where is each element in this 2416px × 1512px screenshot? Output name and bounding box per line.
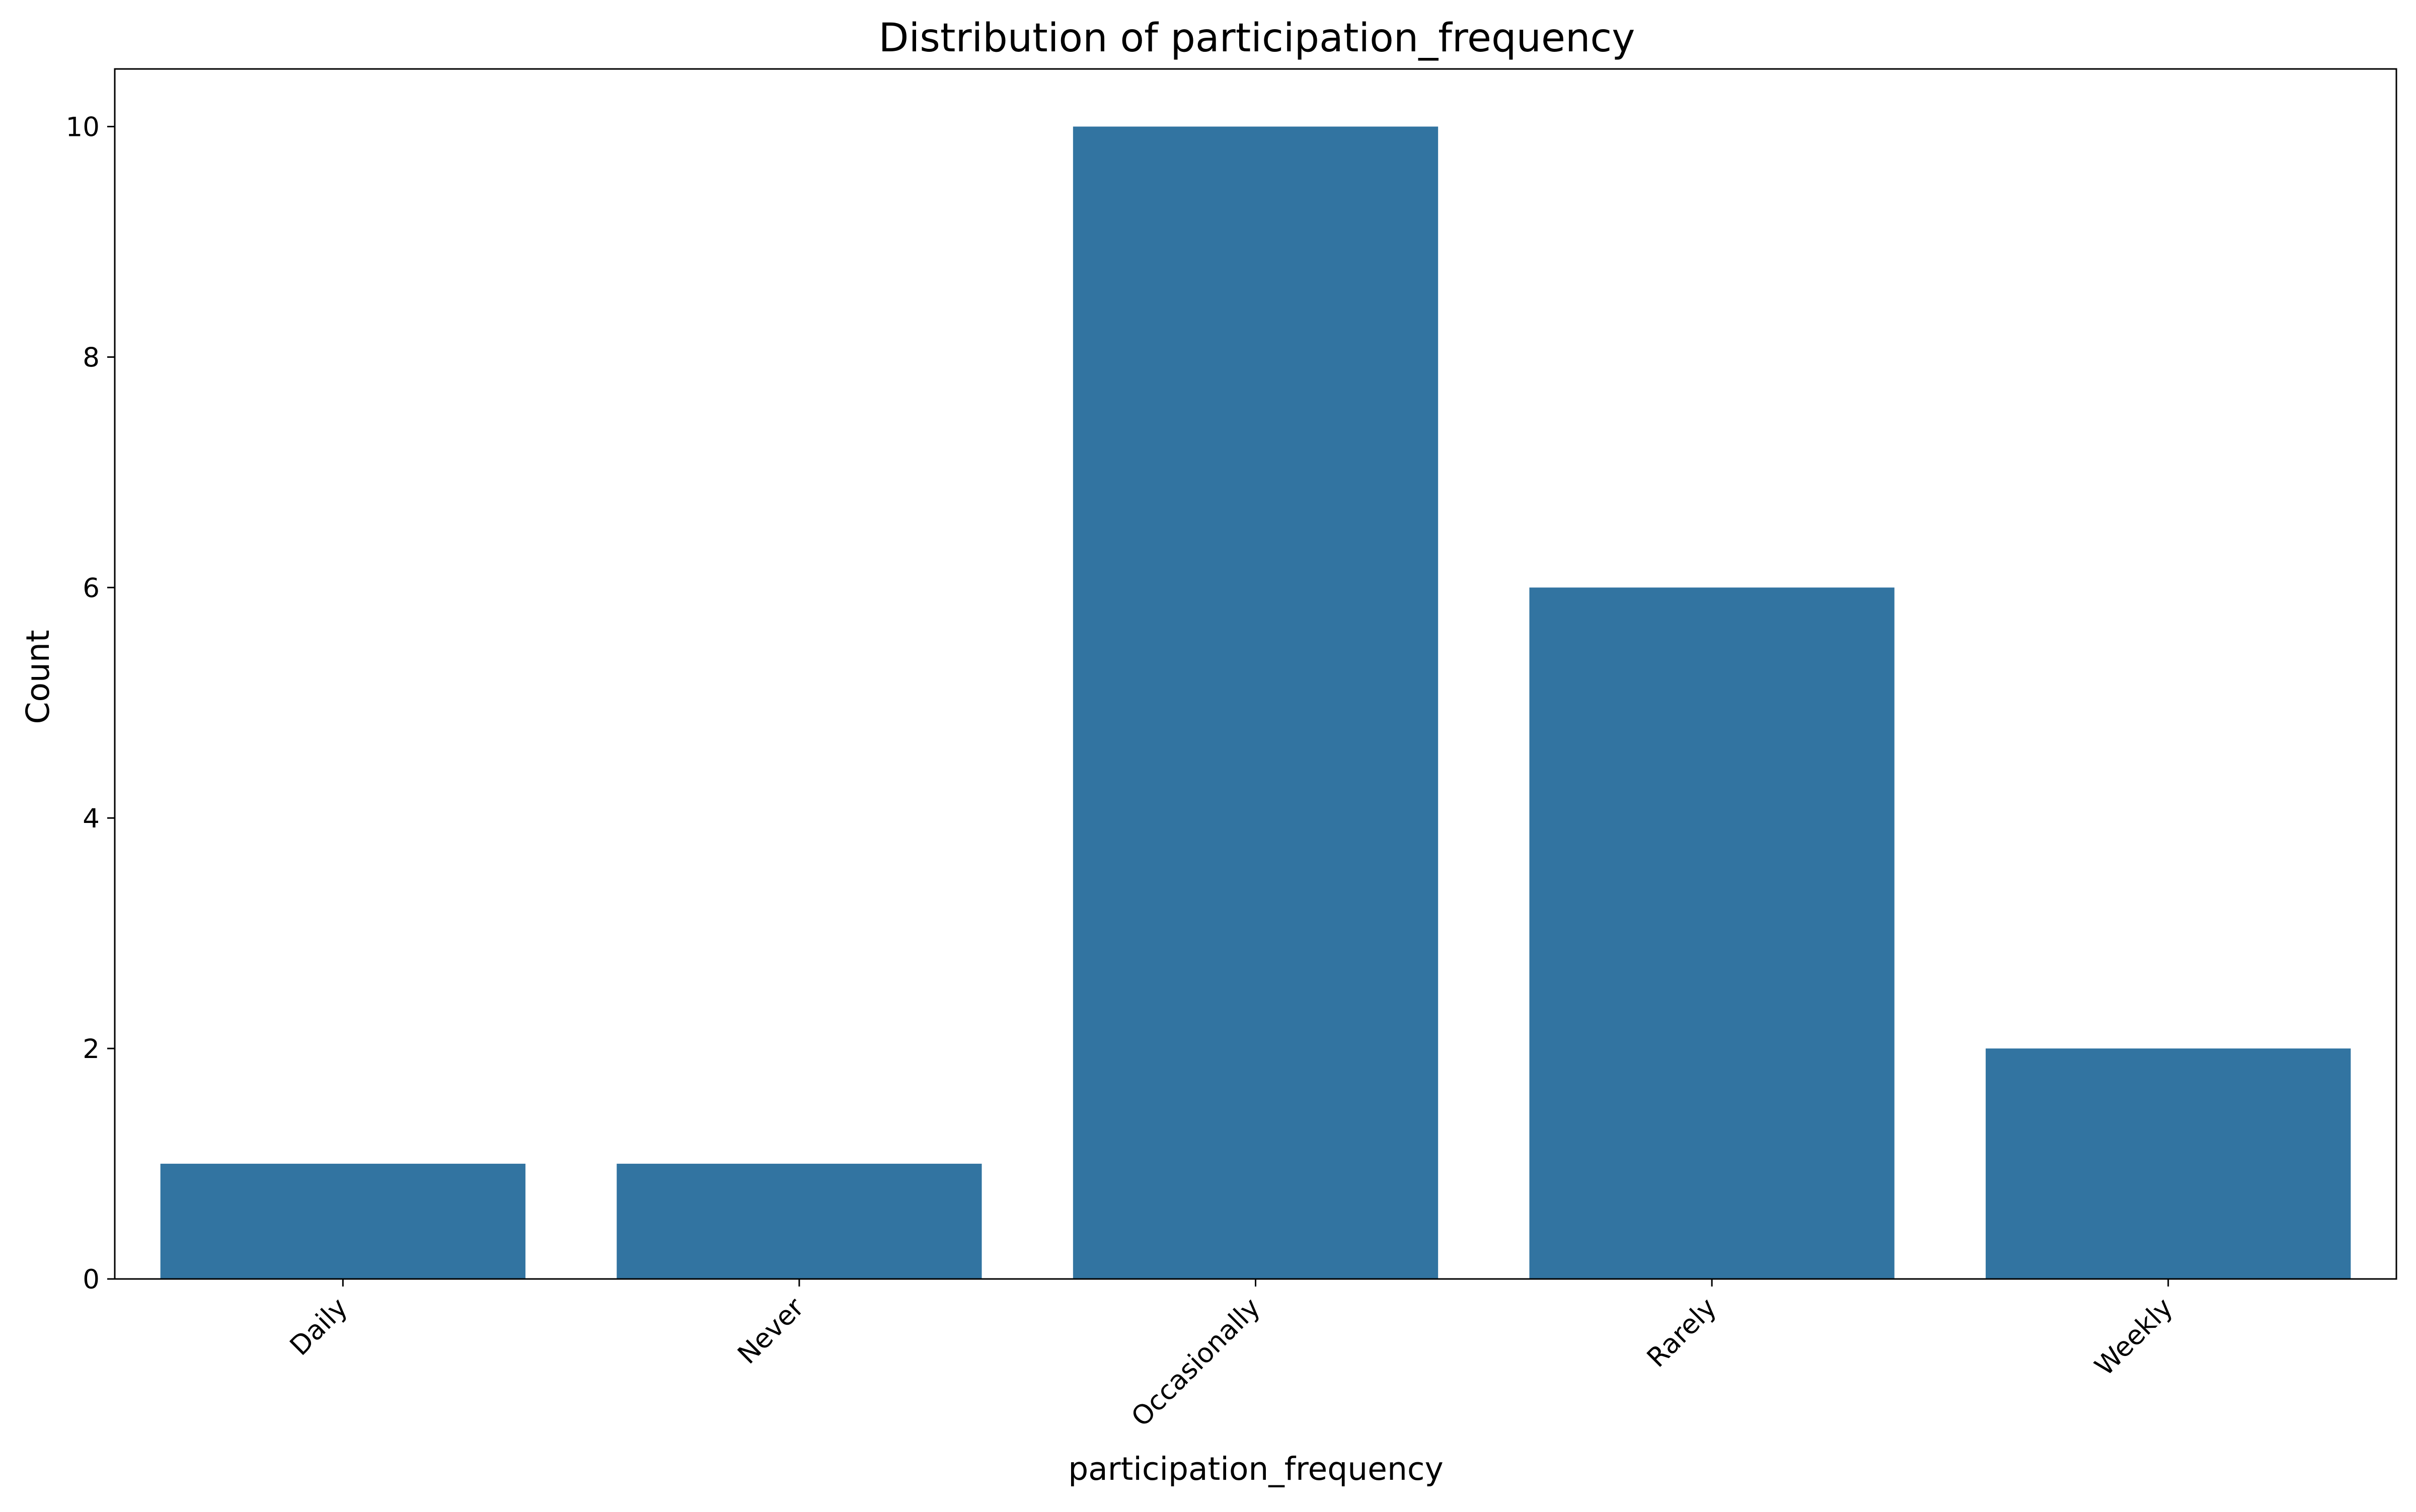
y-tick-label: 10: [66, 112, 100, 142]
y-tick-label: 2: [83, 1034, 100, 1065]
y-axis-ticks: 0 2 4 6 8 10: [66, 112, 115, 1295]
y-tick-label: 0: [83, 1264, 100, 1295]
bars: [160, 126, 2351, 1279]
bar-daily: [160, 1164, 525, 1279]
bar-weekly: [1986, 1048, 2351, 1279]
chart-title: Distribution of participation_frequency: [879, 16, 1635, 61]
x-axis-label: participation_frequency: [1068, 1451, 1444, 1487]
bar-rarely: [1529, 587, 1895, 1279]
bar-occasionally: [1073, 126, 1439, 1279]
y-axis-label: Count: [20, 630, 56, 724]
bar-never: [617, 1164, 982, 1279]
y-tick-label: 4: [83, 803, 100, 834]
y-tick-label: 8: [83, 342, 100, 373]
y-tick-label: 6: [83, 573, 100, 603]
plot-frame: [114, 68, 2397, 1280]
